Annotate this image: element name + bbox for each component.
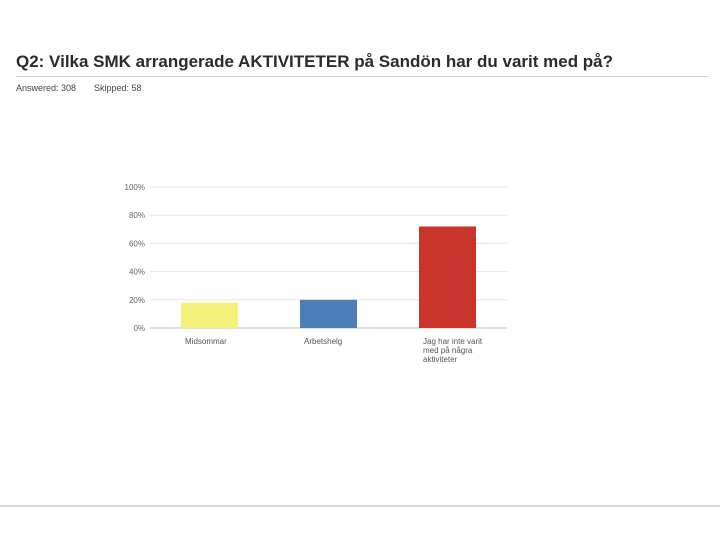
page-title: Q2: Vilka SMK arrangerade AKTIVITETER på… bbox=[16, 52, 614, 71]
y-tick-label: 100% bbox=[125, 183, 145, 192]
y-tick-label: 60% bbox=[129, 239, 145, 248]
x-tick-label: Jag har inte varit bbox=[423, 337, 483, 346]
x-tick-label: Arbetshelg bbox=[304, 337, 342, 346]
y-tick-label: 20% bbox=[129, 296, 145, 305]
x-tick-label: Midsommar bbox=[185, 337, 227, 346]
bar bbox=[419, 226, 476, 328]
footer-divider bbox=[0, 505, 720, 507]
x-tick-label: aktiviteter bbox=[423, 355, 458, 364]
bar-chart: 0% 20% 40% 60% 80% 100% Midsommar Arbetshelg Jag… bbox=[100, 175, 520, 375]
y-tick-label: 80% bbox=[129, 211, 145, 220]
y-tick-label: 0% bbox=[133, 324, 145, 333]
y-tick-label: 40% bbox=[129, 268, 145, 277]
bar bbox=[300, 299, 357, 328]
x-tick-label: med på några bbox=[423, 346, 473, 355]
skipped-count: Skipped: 58 bbox=[94, 83, 142, 93]
title-divider bbox=[16, 76, 708, 77]
chart-svg: 0% 20% 40% 60% 80% 100% Midsommar Arbetshelg Jag… bbox=[125, 183, 507, 364]
answered-count: Answered: 308 bbox=[16, 83, 77, 93]
bar bbox=[181, 302, 238, 328]
